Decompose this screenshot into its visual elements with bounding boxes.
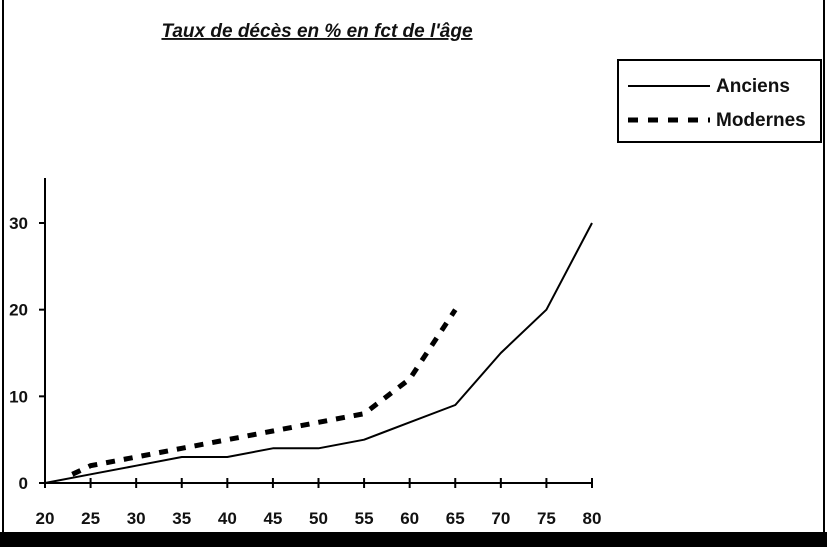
x-ticks: 20 25 30 35 40 45 50 55 60 65 70 75 80 (36, 478, 602, 528)
series-line-modernes (71, 308, 458, 477)
x-tick-label: 30 (127, 509, 146, 528)
x-tick-label: 35 (172, 509, 191, 528)
x-tick-label: 45 (263, 509, 282, 528)
legend-label-anciens: Anciens (716, 76, 790, 97)
legend-label-modernes: Modernes (716, 110, 806, 131)
x-tick-label: 60 (400, 509, 419, 528)
y-tick-label: 30 (9, 214, 28, 233)
y-ticks: 0 10 20 30 (9, 214, 45, 493)
x-tick-label: 65 (446, 509, 465, 528)
x-tick-label: 70 (491, 509, 510, 528)
x-tick-label: 75 (537, 509, 556, 528)
y-tick-label: 0 (19, 474, 28, 493)
chart-title: Taux de décès en % en fct de l'âge (161, 21, 473, 42)
bottom-bar (0, 532, 827, 547)
x-tick-label: 80 (583, 509, 602, 528)
x-tick-label: 25 (81, 509, 100, 528)
y-tick-label: 20 (9, 301, 28, 320)
legend: Anciens Modernes (617, 59, 822, 143)
x-tick-label: 50 (309, 509, 328, 528)
x-tick-label: 55 (355, 509, 374, 528)
x-tick-label: 40 (218, 509, 237, 528)
x-tick-label: 20 (36, 509, 55, 528)
series-line-anciens (44, 222, 593, 484)
legend-box (617, 59, 822, 143)
y-tick-label: 10 (9, 387, 28, 406)
